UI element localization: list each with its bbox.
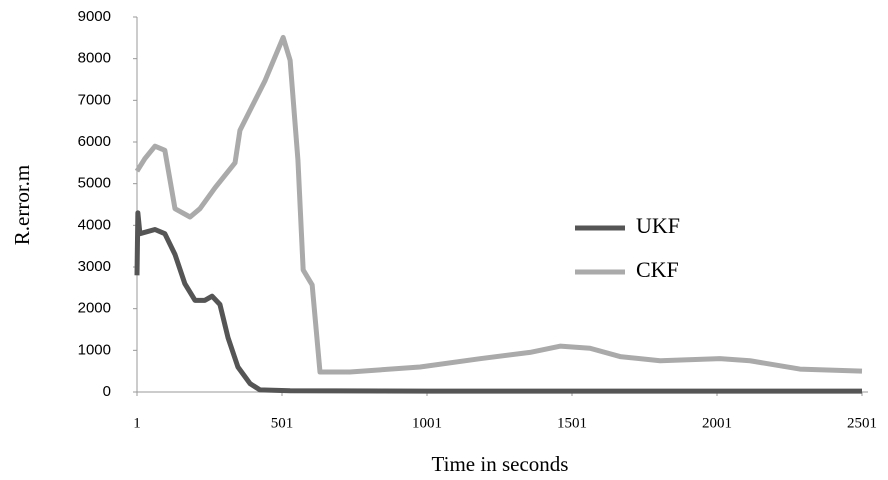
- x-tick-label: 2001: [702, 415, 732, 431]
- x-tick-label: 2501: [847, 415, 877, 431]
- y-tick-label: 1000: [78, 341, 111, 358]
- series-line: [134, 34, 863, 375]
- y-tick-label: 2000: [78, 300, 111, 317]
- y-tick-label: 3000: [78, 258, 111, 275]
- y-tick-label: 4000: [78, 216, 111, 233]
- x-tick-label: 1501: [557, 415, 587, 431]
- y-tick-label: 8000: [78, 50, 111, 67]
- y-tick-label: 6000: [78, 133, 111, 150]
- x-tick-label: 501: [271, 415, 294, 431]
- y-axis-label: R.error.m: [10, 165, 34, 245]
- x-axis-label: Time in seconds: [432, 452, 569, 476]
- legend-label: CKF: [636, 257, 679, 282]
- x-tick-label: 1: [133, 415, 141, 431]
- y-tick-label: 9000: [78, 8, 111, 25]
- legend-label: UKF: [636, 213, 680, 238]
- y-tick-label: 5000: [78, 175, 111, 192]
- y-tick-label: 7000: [78, 91, 111, 108]
- series-line: [134, 210, 862, 394]
- y-tick-label: 0: [103, 383, 111, 400]
- x-tick-label: 1001: [412, 415, 442, 431]
